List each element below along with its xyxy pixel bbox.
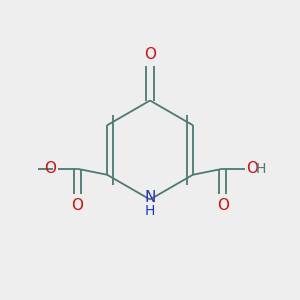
- Text: O: O: [246, 161, 258, 176]
- Text: H: H: [145, 204, 155, 218]
- Text: O: O: [217, 198, 229, 213]
- Text: O: O: [71, 198, 83, 213]
- Text: O: O: [144, 47, 156, 62]
- Text: N: N: [144, 190, 156, 206]
- Text: O: O: [44, 161, 56, 176]
- Text: H: H: [255, 162, 266, 176]
